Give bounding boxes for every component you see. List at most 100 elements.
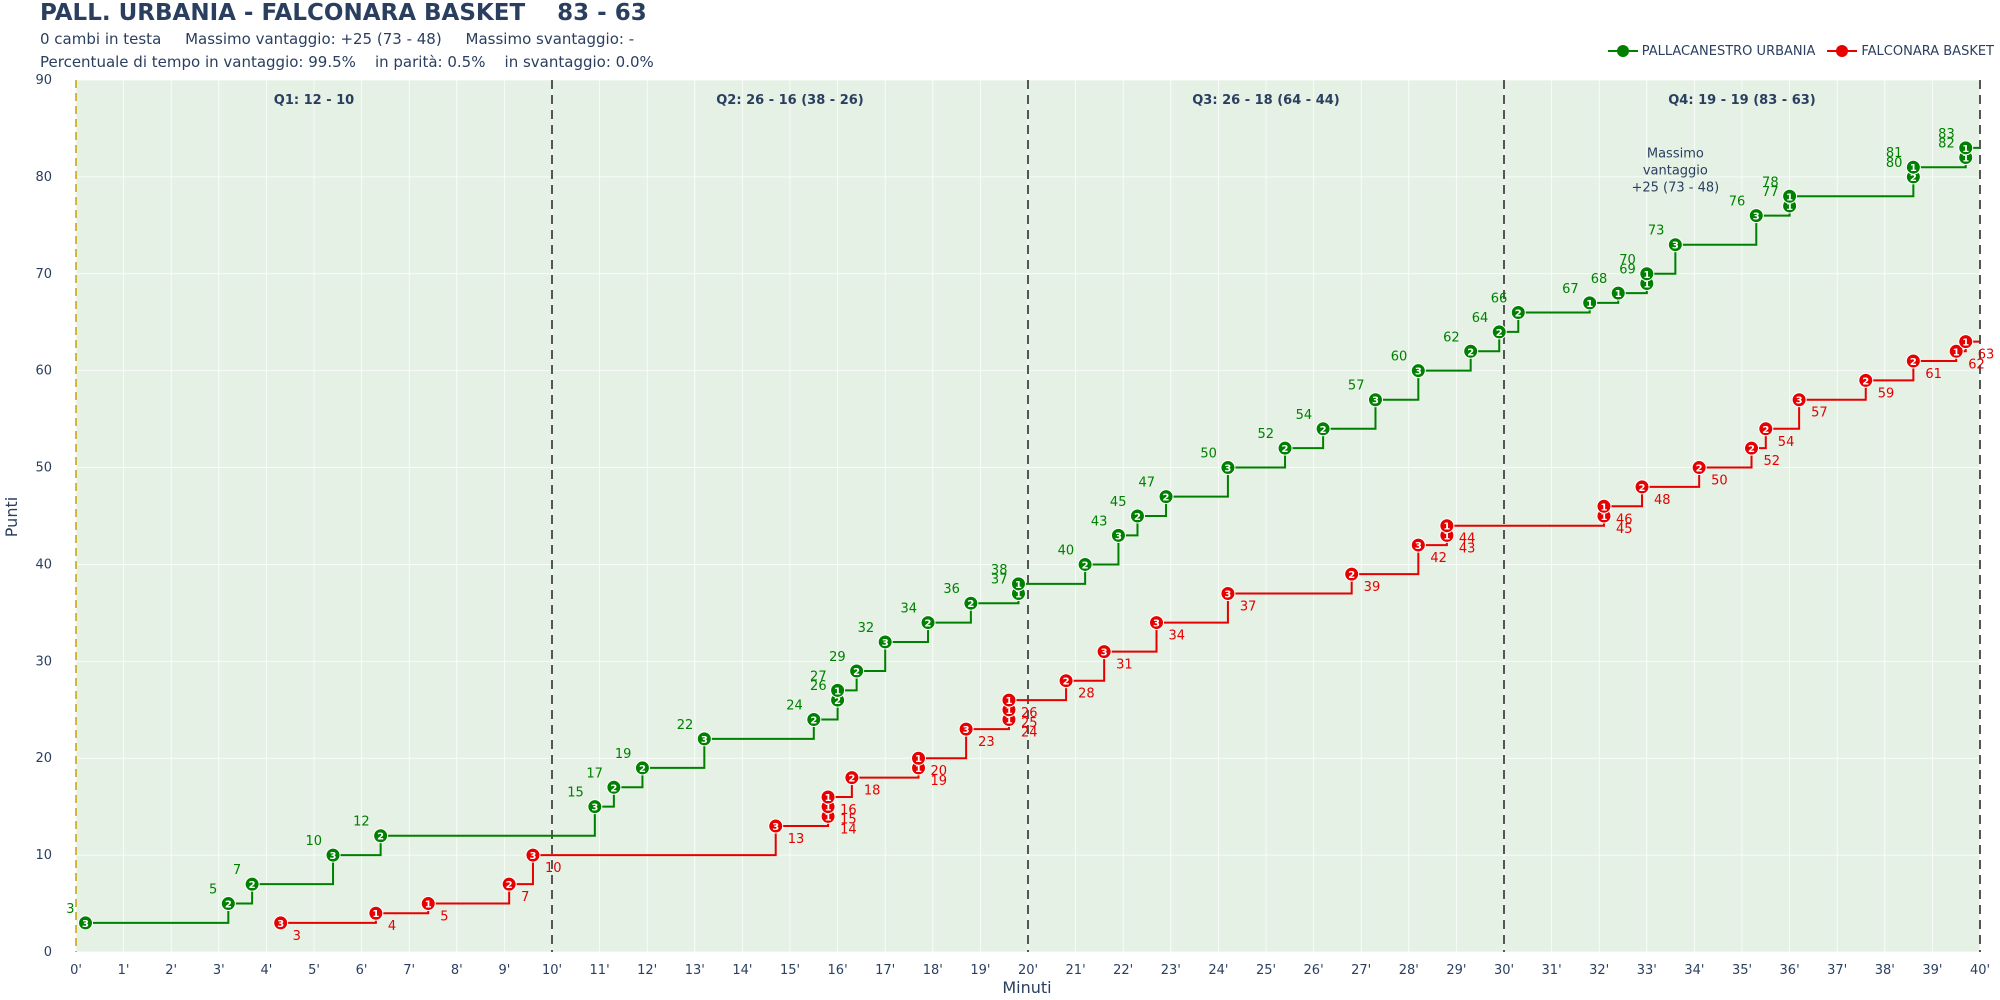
score-marker-away[interactable]: 1 xyxy=(1001,692,1017,708)
marker-dot xyxy=(1958,140,1974,156)
score-marker-away[interactable]: 3 xyxy=(1791,392,1807,408)
score-marker-home[interactable]: 1 xyxy=(1958,140,1974,156)
x-tick-label: 27' xyxy=(1351,963,1371,978)
score-marker-away[interactable]: 3 xyxy=(1220,586,1236,602)
score-marker-home[interactable]: 2 xyxy=(963,595,979,611)
score-marker-home[interactable]: 2 xyxy=(1463,343,1479,359)
score-marker-away[interactable]: 3 xyxy=(768,818,784,834)
score-marker-home[interactable]: 2 xyxy=(1277,440,1293,456)
score-marker-home[interactable]: 2 xyxy=(244,876,260,892)
score-marker-away[interactable]: 3 xyxy=(1096,644,1112,660)
score-label-home: 60 xyxy=(1391,350,1408,365)
page-title: PALL. URBANIA - FALCONARA BASKET 83 - 63 xyxy=(40,0,647,26)
score-marker-home[interactable]: 2 xyxy=(806,711,822,727)
legend-item-away[interactable]: FALCONARA BASKET xyxy=(1827,43,1994,59)
chart-legend[interactable]: PALLACANESTRO URBANIA FALCONARA BASKET xyxy=(1607,43,1994,59)
score-label-away: 52 xyxy=(1764,454,1781,469)
score-marker-home[interactable]: 3 xyxy=(1220,460,1236,476)
score-marker-away[interactable]: 3 xyxy=(958,721,974,737)
score-marker-home[interactable]: 3 xyxy=(587,799,603,815)
score-marker-home[interactable]: 3 xyxy=(1667,237,1683,253)
score-marker-home[interactable]: 1 xyxy=(1639,266,1655,282)
x-tick-label: 7' xyxy=(403,963,415,978)
marker-points-label: 2 xyxy=(249,880,256,891)
score-marker-home[interactable]: 3 xyxy=(1748,208,1764,224)
score-marker-away[interactable]: 1 xyxy=(1596,498,1612,514)
score-label-home: 70 xyxy=(1619,253,1636,268)
score-marker-home[interactable]: 3 xyxy=(1410,363,1426,379)
score-marker-home[interactable]: 1 xyxy=(830,682,846,698)
marker-points-label: 1 xyxy=(834,686,841,697)
score-marker-home[interactable]: 1 xyxy=(1610,285,1626,301)
marker-points-label: 1 xyxy=(372,909,379,920)
x-tick-label: 14' xyxy=(732,963,752,978)
score-marker-home[interactable]: 2 xyxy=(920,615,936,631)
y-tick-label: 80 xyxy=(35,170,52,185)
marker-points-label: 1 xyxy=(825,793,832,804)
score-marker-home[interactable]: 1 xyxy=(1582,295,1598,311)
marker-points-label: 2 xyxy=(834,696,841,707)
score-marker-away[interactable]: 2 xyxy=(1058,673,1074,689)
score-marker-home[interactable]: 2 xyxy=(220,896,236,912)
marker-points-label: 2 xyxy=(1467,347,1474,358)
score-marker-away[interactable]: 1 xyxy=(911,750,927,766)
score-marker-home[interactable]: 2 xyxy=(1158,489,1174,505)
score-marker-home[interactable]: 1 xyxy=(1782,188,1798,204)
score-marker-away[interactable]: 3 xyxy=(525,847,541,863)
score-marker-home[interactable]: 2 xyxy=(1491,324,1507,340)
score-marker-away[interactable]: 1 xyxy=(420,896,436,912)
score-marker-home[interactable]: 2 xyxy=(1510,305,1526,321)
score-label-away: 4 xyxy=(388,919,396,934)
score-marker-away[interactable]: 1 xyxy=(820,789,836,805)
marker-dot xyxy=(830,682,846,698)
marker-dot xyxy=(525,847,541,863)
marker-points-label: 3 xyxy=(772,822,779,833)
score-marker-away[interactable]: 2 xyxy=(1634,479,1650,495)
marker-points-label: 2 xyxy=(1515,309,1522,320)
score-marker-away[interactable]: 3 xyxy=(273,915,289,931)
score-marker-home[interactable]: 2 xyxy=(606,779,622,795)
score-marker-away[interactable]: 2 xyxy=(1905,353,1921,369)
score-marker-home[interactable]: 1 xyxy=(1010,576,1026,592)
score-label-away: 19 xyxy=(931,774,948,789)
marker-points-label: 2 xyxy=(1762,425,1769,436)
score-marker-home[interactable]: 3 xyxy=(325,847,341,863)
score-marker-away[interactable]: 2 xyxy=(501,876,517,892)
score-marker-away[interactable]: 2 xyxy=(1758,421,1774,437)
marker-points-label: 1 xyxy=(1962,338,1969,349)
score-marker-home[interactable]: 1 xyxy=(1905,159,1921,175)
x-tick-label: 29' xyxy=(1446,963,1466,978)
marker-dot xyxy=(1010,576,1026,592)
score-marker-away[interactable]: 3 xyxy=(1410,537,1426,553)
score-marker-home[interactable]: 2 xyxy=(1129,508,1145,524)
score-label-away: 48 xyxy=(1654,493,1671,508)
score-marker-home[interactable]: 2 xyxy=(1315,421,1331,437)
marker-points-label: 3 xyxy=(330,851,337,862)
marker-dot xyxy=(1858,372,1874,388)
score-marker-away[interactable]: 2 xyxy=(1344,566,1360,582)
score-marker-home[interactable]: 2 xyxy=(373,828,389,844)
marker-dot xyxy=(606,779,622,795)
score-marker-away[interactable]: 3 xyxy=(1149,615,1165,631)
score-marker-home[interactable]: 2 xyxy=(1077,556,1093,572)
score-marker-away[interactable]: 2 xyxy=(1858,372,1874,388)
score-marker-home[interactable]: 2 xyxy=(634,760,650,776)
score-marker-home[interactable]: 3 xyxy=(696,731,712,747)
score-marker-away[interactable]: 2 xyxy=(844,770,860,786)
score-marker-home[interactable]: 2 xyxy=(849,663,865,679)
legend-item-home[interactable]: PALLACANESTRO URBANIA xyxy=(1607,43,1815,59)
score-marker-away[interactable]: 1 xyxy=(368,905,384,921)
marker-points-label: 2 xyxy=(1348,570,1355,581)
score-marker-away[interactable]: 1 xyxy=(1439,518,1455,534)
score-marker-home[interactable]: 3 xyxy=(1367,392,1383,408)
score-marker-home[interactable]: 3 xyxy=(78,915,94,931)
score-marker-away[interactable]: 2 xyxy=(1691,460,1707,476)
score-marker-home[interactable]: 3 xyxy=(877,634,893,650)
score-marker-away[interactable]: 1 xyxy=(1958,334,1974,350)
marker-dot xyxy=(1149,615,1165,631)
x-tick-label: 10' xyxy=(542,963,562,978)
score-marker-home[interactable]: 3 xyxy=(1110,527,1126,543)
score-marker-away[interactable]: 1 xyxy=(1948,343,1964,359)
score-label-home: 47 xyxy=(1138,476,1155,491)
score-marker-away[interactable]: 2 xyxy=(1744,440,1760,456)
